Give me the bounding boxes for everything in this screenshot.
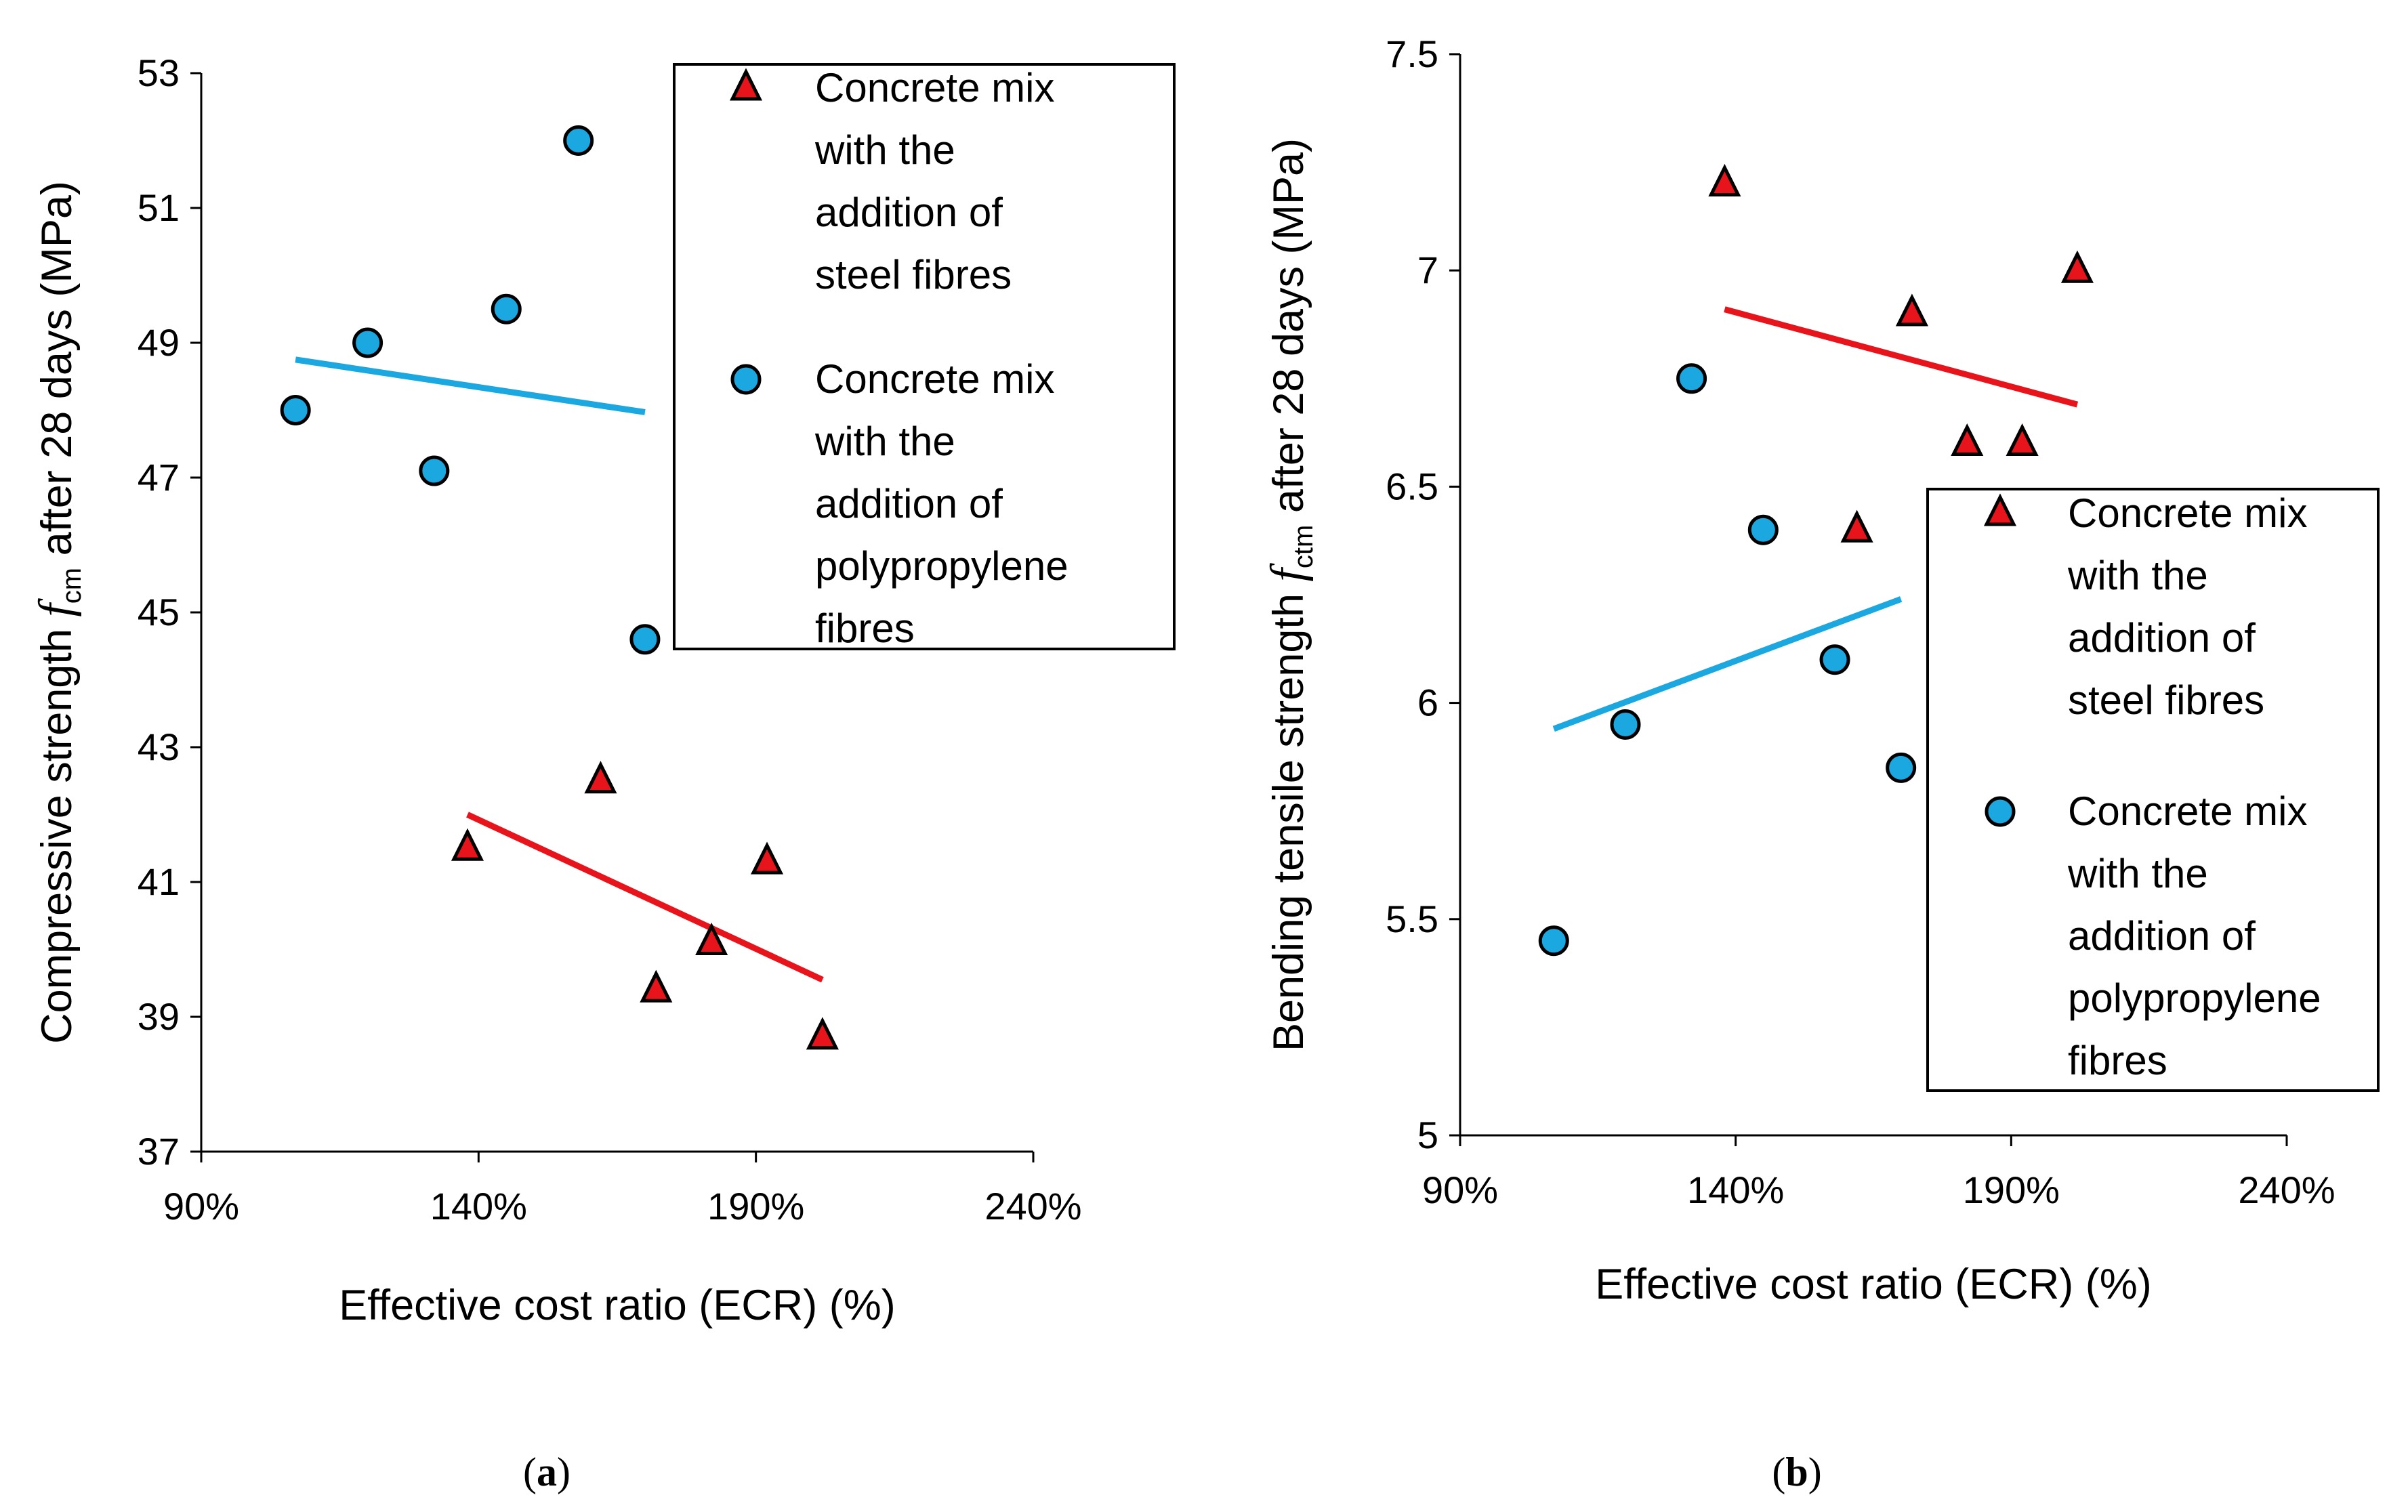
legend-entry-text: Concrete mix (815, 65, 1054, 110)
y-tick-label: 5.5 (1386, 898, 1438, 940)
y-tick-label: 5 (1417, 1114, 1438, 1156)
steel-fibre-point (2060, 250, 2094, 283)
y-tick-label: 39 (138, 995, 180, 1038)
legend-entry-text: Concrete mix (2068, 490, 2307, 536)
steel-fibre-point (1895, 293, 1928, 327)
steel-fibre-point (695, 922, 728, 956)
y-tick-label: 47 (138, 456, 180, 499)
polypropylene-trendline (295, 356, 646, 415)
y-axis-title-subscript: ctm (1289, 525, 1319, 568)
y-tick-label: 43 (138, 726, 180, 768)
panel-label: (a) (523, 1450, 570, 1494)
panel-label-open-paren: ( (1772, 1450, 1785, 1494)
panel-label-close-paren: ) (1808, 1450, 1822, 1494)
y-tick-label: 7.5 (1386, 33, 1438, 75)
y-tick-label: 6 (1417, 681, 1438, 724)
steel-fibre-point (1840, 509, 1873, 543)
chart-panel-a: 37 39 41 43 45 47 49 51 53 90% 140% 190% 240% Effecti… (30, 51, 1176, 1494)
y-tick-label: 49 (138, 321, 180, 364)
y-axis-title-prefix: Compressive strength (33, 617, 81, 1044)
x-tick-label: 90% (1422, 1169, 1498, 1211)
polypropylene-trendline (1552, 596, 1903, 732)
x-tick-label: 90% (163, 1185, 239, 1227)
y-tick-label: 45 (138, 591, 180, 633)
polypropylene-fibre-point (563, 125, 594, 156)
x-tick-label: 140% (1687, 1169, 1784, 1211)
steel-fibre-point (451, 828, 484, 861)
legend-entry-text: with the (814, 127, 955, 173)
y-axis-title-suffix: after 28 days (MPa) (33, 181, 81, 568)
y-axis-title: Compressive strength fcm after 28 days (… (30, 181, 87, 1044)
legend-entry-text: polypropylene (815, 543, 1068, 589)
legend-entry-text: with the (2067, 851, 2208, 896)
legend-entry-text: with the (814, 419, 955, 464)
polypropylene-fibre-point (1676, 363, 1707, 394)
legend-entry-text: steel fibres (815, 252, 1012, 297)
polypropylene-fibre-point (419, 455, 450, 486)
steel-trendline (1724, 306, 2079, 408)
legend-triangle-marker (729, 68, 763, 101)
steel-fibre-point (640, 969, 673, 1003)
steel-fibre-point (584, 761, 617, 794)
legend-entry-text: polypropylene (2068, 975, 2321, 1021)
x-tick-label: 240% (984, 1185, 1081, 1227)
legend-circle-marker (730, 364, 762, 395)
legend-entry-text: fibres (2068, 1038, 2167, 1083)
x-tick-label: 190% (1963, 1169, 2060, 1211)
y-axis-title-suffix: after 28 days (MPa) (1265, 138, 1312, 525)
legend-entry-text: with the (2067, 553, 2208, 598)
legend-entry-text: Concrete mix (815, 356, 1054, 402)
steel-trendline (466, 812, 824, 983)
x-tick-label: 190% (707, 1185, 804, 1227)
y-tick-label: 37 (138, 1130, 180, 1173)
x-tick-label: 140% (430, 1185, 527, 1227)
polypropylene-fibre-point (1538, 925, 1569, 957)
steel-fibre-point (2006, 423, 2039, 457)
panel-label-letter: b (1785, 1450, 1808, 1494)
panel-label-letter: a (537, 1450, 557, 1494)
legend-triangle-marker (1983, 493, 2017, 526)
x-axis-title: Effective cost ratio (ECR) (%) (1595, 1261, 2152, 1308)
legend-entry-text: addition of (815, 190, 1003, 235)
polypropylene-fibre-point (352, 327, 383, 358)
polypropylene-fibre-point (280, 395, 311, 425)
legend: Concrete mix with the addition of steel fib… (673, 63, 1176, 651)
y-axis-title-prefix: Bending tensile strength (1265, 582, 1312, 1051)
legend-entry-text: addition of (2068, 913, 2256, 959)
x-tick-label: 240% (2238, 1169, 2335, 1211)
legend-box (673, 63, 1176, 650)
y-tick-label: 51 (138, 186, 180, 229)
steel-fibre-point (806, 1017, 839, 1050)
legend-box (1926, 488, 2380, 1092)
steel-fibre-point (750, 841, 784, 875)
legend: Concrete mix with the addition of steel fib… (1926, 488, 2380, 1092)
polypropylene-fibre-point (1747, 514, 1779, 545)
legend-entry-text: fibres (815, 606, 915, 651)
legend-entry-text: addition of (815, 481, 1003, 526)
legend-circle-marker (1985, 796, 2016, 827)
panel-label: (b) (1772, 1450, 1821, 1494)
polypropylene-fibre-point (1886, 752, 1917, 783)
y-axis-title: Bending tensile strength fctm after 28 d… (1262, 138, 1319, 1051)
polypropylene-fibre-point (629, 624, 661, 655)
panel-label-open-paren: ( (523, 1450, 537, 1494)
y-tick-label: 41 (138, 860, 180, 903)
y-tick-label: 6.5 (1386, 465, 1438, 507)
steel-fibre-point (1708, 163, 1741, 197)
polypropylene-fibre-point (1610, 709, 1641, 740)
legend-entry-text: Concrete mix (2068, 789, 2307, 834)
y-axis-title-subscript: cm (57, 568, 87, 604)
steel-fibre-point (1951, 423, 1984, 457)
polypropylene-fibre-point (491, 293, 522, 324)
x-axis-title: Effective cost ratio (ECR) (%) (339, 1282, 896, 1329)
y-tick-label: 53 (138, 51, 180, 94)
polypropylene-fibre-point (1819, 644, 1850, 675)
panel-label-close-paren: ) (557, 1450, 570, 1494)
legend-entry-text: steel fibres (2068, 677, 2264, 723)
chart-panel-b: 5 5.5 6 6.5 7 7.5 90% 140% 190% 240% Effective cos… (1262, 33, 2380, 1494)
legend-entry-text: addition of (2068, 615, 2256, 660)
y-tick-label: 7 (1417, 249, 1438, 291)
